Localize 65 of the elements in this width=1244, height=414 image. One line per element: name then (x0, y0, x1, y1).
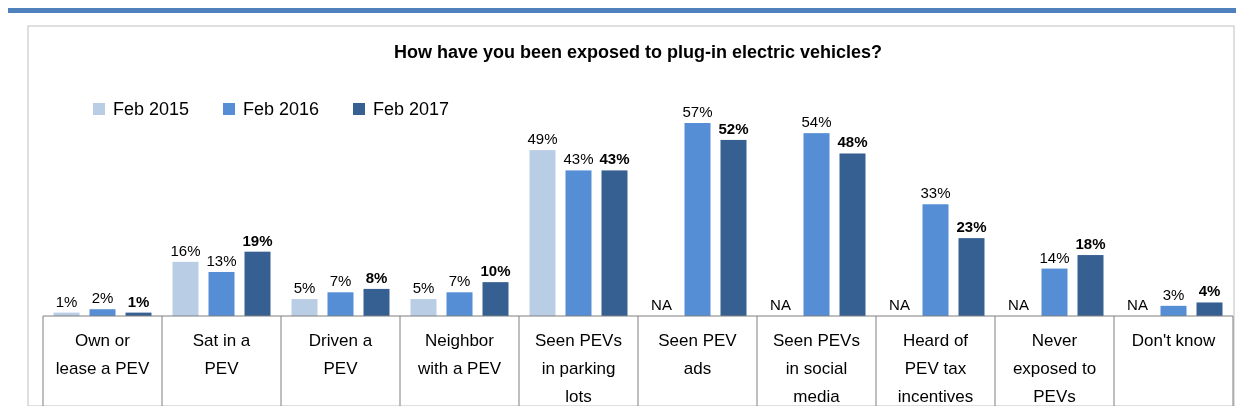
text: NA (770, 296, 791, 313)
x-tick-label: Neighbor with a PEV (416, 331, 502, 378)
bar (720, 139, 747, 316)
data-label: 8% (365, 268, 388, 286)
bar (565, 170, 592, 316)
x-tick-label: Seen PEV ads (658, 331, 738, 378)
bar (410, 299, 437, 316)
bar (1041, 268, 1068, 316)
data-label: 18% (1075, 235, 1106, 253)
legend-label: Feb 2017 (373, 99, 450, 119)
data-label: 7% (329, 272, 352, 290)
chart-title: How have you been exposed to plug-in electric vehicles? (393, 42, 883, 62)
bar (1196, 302, 1223, 316)
x-tick-label: Never exposed to PEVs (1012, 331, 1097, 406)
x-tick-label: Seen PEVs in social media (773, 331, 860, 406)
bar (803, 133, 830, 316)
data-label: 2% (91, 289, 114, 307)
text: NA (651, 296, 672, 313)
data-label: 49% (527, 130, 558, 148)
data-label: 48% (837, 133, 868, 151)
bar (291, 299, 318, 316)
bar (244, 251, 271, 316)
bar (363, 288, 390, 316)
x-tick-label: Sat in a PEV (192, 331, 251, 378)
x-tick-label: Own or lease a PEV (55, 331, 150, 378)
data-label: 54% (801, 113, 832, 131)
data-label: 5% (412, 279, 435, 297)
data-label: 14% (1039, 248, 1070, 266)
data-label: 5% (293, 279, 316, 297)
bar (327, 292, 354, 316)
bar (172, 261, 199, 316)
data-label: 43% (563, 150, 594, 168)
data-label: 33% (920, 184, 951, 202)
legend-label: Feb 2015 (113, 99, 190, 119)
text: NA (1008, 296, 1029, 313)
x-tick-label: Driven a PEV (308, 331, 373, 378)
x-tick-label: Heard of PEV tax incentives (897, 331, 974, 406)
data-label: 19% (242, 231, 273, 249)
legend-label: Feb 2016 (243, 99, 320, 119)
data-label: 10% (480, 262, 511, 280)
data-label: 7% (448, 272, 471, 290)
bar (922, 204, 949, 316)
data-label: 1% (55, 292, 78, 310)
text: NA (889, 296, 910, 313)
bar (1077, 255, 1104, 316)
data-label: 23% (956, 218, 987, 236)
bar (601, 170, 628, 316)
bar (684, 123, 711, 316)
data-label: 1% (127, 292, 150, 310)
bar (482, 282, 509, 316)
bar (958, 238, 985, 316)
text: NA (1127, 296, 1148, 313)
data-label: 43% (599, 150, 630, 168)
data-label: 16% (170, 241, 201, 259)
data-label: 57% (682, 103, 713, 120)
data-label: 3% (1162, 285, 1185, 303)
x-tick-label: Seen PEVs in parking lots (535, 331, 622, 406)
bar (839, 153, 866, 316)
bar (208, 271, 235, 316)
x-tick-label: Don't know (1131, 331, 1216, 350)
data-label: 13% (206, 251, 237, 269)
bar (446, 292, 473, 316)
data-label: 4% (1198, 282, 1221, 300)
data-label: 52% (718, 119, 749, 137)
bar (529, 150, 556, 316)
